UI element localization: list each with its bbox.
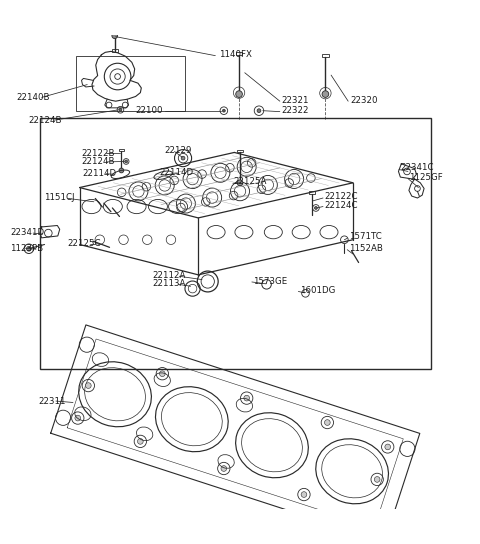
Circle shape — [322, 91, 329, 97]
Bar — [236, 52, 242, 55]
Circle shape — [119, 108, 122, 111]
Circle shape — [137, 438, 143, 444]
Circle shape — [374, 477, 380, 483]
Circle shape — [85, 383, 91, 388]
Text: 22341C: 22341C — [400, 163, 434, 172]
Circle shape — [26, 246, 31, 251]
Circle shape — [301, 492, 307, 497]
Text: 22113A: 22113A — [152, 279, 186, 288]
Text: 22124B: 22124B — [82, 157, 115, 166]
Bar — [40, 118, 431, 369]
Text: 1123PB: 1123PB — [11, 244, 44, 254]
Text: 22125C: 22125C — [67, 239, 101, 248]
Circle shape — [385, 444, 391, 450]
Text: 22124C: 22124C — [324, 201, 358, 209]
Circle shape — [324, 419, 330, 425]
Circle shape — [75, 415, 81, 421]
Circle shape — [222, 109, 225, 112]
Bar — [119, 149, 124, 151]
Text: 22322: 22322 — [282, 106, 309, 115]
Circle shape — [221, 466, 227, 471]
Text: 22125A: 22125A — [234, 177, 267, 187]
Text: 22122C: 22122C — [324, 192, 358, 201]
Text: 1152AB: 1152AB — [348, 244, 383, 254]
Text: 22124B: 22124B — [28, 116, 62, 125]
Text: 22100: 22100 — [136, 106, 163, 115]
Text: 1151CJ: 1151CJ — [44, 194, 74, 202]
Text: 22140B: 22140B — [16, 93, 49, 102]
Text: 22320: 22320 — [350, 96, 378, 105]
Bar — [322, 54, 329, 57]
Text: 22341D: 22341D — [11, 227, 45, 237]
Circle shape — [244, 395, 250, 401]
Circle shape — [125, 160, 128, 163]
Circle shape — [159, 371, 165, 376]
Circle shape — [314, 207, 317, 209]
Bar — [76, 56, 185, 110]
Bar — [309, 191, 315, 194]
Text: 1140FX: 1140FX — [219, 50, 252, 59]
Text: 22122B: 22122B — [82, 149, 115, 158]
Text: 22129: 22129 — [164, 146, 192, 155]
Circle shape — [181, 156, 185, 160]
Circle shape — [112, 33, 118, 39]
Circle shape — [237, 180, 243, 186]
Text: 22112A: 22112A — [152, 271, 186, 280]
Text: 1571TC: 1571TC — [348, 232, 382, 242]
Text: 1573GE: 1573GE — [253, 276, 288, 286]
Bar — [237, 150, 243, 152]
Text: 1601DG: 1601DG — [300, 286, 335, 295]
Text: 22114D: 22114D — [159, 168, 193, 177]
Circle shape — [119, 168, 124, 173]
Circle shape — [236, 91, 242, 97]
Circle shape — [257, 109, 261, 113]
Text: 1125GF: 1125GF — [409, 172, 443, 182]
Text: 22321: 22321 — [282, 96, 309, 105]
Text: 22114D: 22114D — [82, 169, 116, 178]
Text: 22311: 22311 — [39, 397, 66, 405]
Bar — [112, 50, 118, 52]
